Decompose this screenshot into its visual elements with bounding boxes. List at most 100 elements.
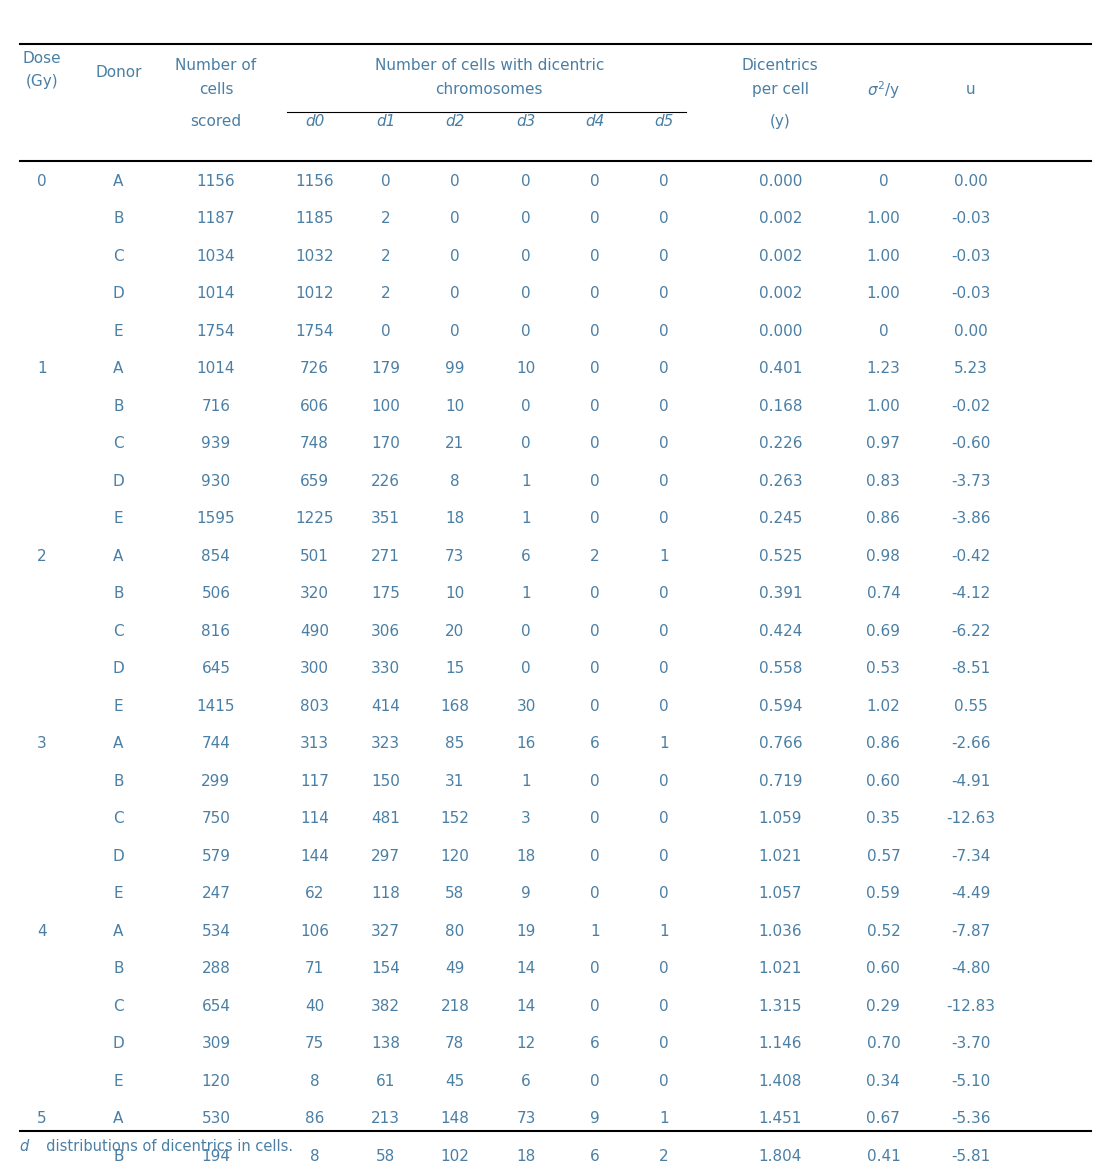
Text: 0: 0 xyxy=(591,887,600,901)
Text: 10: 10 xyxy=(445,586,465,602)
Text: 0: 0 xyxy=(591,249,600,264)
Text: 0: 0 xyxy=(591,624,600,639)
Text: 1187: 1187 xyxy=(196,211,236,227)
Text: -4.49: -4.49 xyxy=(951,887,991,901)
Text: E: E xyxy=(114,512,123,526)
Text: 0.57: 0.57 xyxy=(867,848,900,863)
Text: 0.69: 0.69 xyxy=(866,624,901,639)
Text: 1156: 1156 xyxy=(196,174,236,188)
Text: 2: 2 xyxy=(37,549,46,563)
Text: 1.408: 1.408 xyxy=(758,1073,802,1089)
Text: -7.34: -7.34 xyxy=(951,848,991,863)
Text: 0.97: 0.97 xyxy=(867,436,900,451)
Text: 61: 61 xyxy=(376,1073,396,1089)
Text: 1014: 1014 xyxy=(196,286,236,301)
Text: 138: 138 xyxy=(372,1036,400,1051)
Text: 0.002: 0.002 xyxy=(758,211,802,227)
Text: 939: 939 xyxy=(202,436,230,451)
Text: 8: 8 xyxy=(450,473,459,488)
Text: 1.057: 1.057 xyxy=(758,887,802,901)
Text: 150: 150 xyxy=(372,773,400,788)
Text: C: C xyxy=(113,249,124,264)
Text: 1032: 1032 xyxy=(295,249,334,264)
Text: 0: 0 xyxy=(660,661,669,676)
Text: 0.168: 0.168 xyxy=(758,398,802,413)
Text: 1185: 1185 xyxy=(295,211,334,227)
Text: 114: 114 xyxy=(300,811,329,826)
Text: B: B xyxy=(113,211,124,227)
Text: -7.87: -7.87 xyxy=(951,924,991,939)
Text: 0: 0 xyxy=(591,661,600,676)
Text: 3: 3 xyxy=(522,811,530,826)
Text: B: B xyxy=(113,1148,124,1163)
Text: d: d xyxy=(20,1140,28,1154)
Text: 0: 0 xyxy=(450,324,459,339)
Text: 194: 194 xyxy=(202,1148,230,1163)
Text: 0.53: 0.53 xyxy=(867,661,900,676)
Text: 297: 297 xyxy=(372,848,400,863)
Text: 30: 30 xyxy=(516,698,536,714)
Text: 0.59: 0.59 xyxy=(867,887,900,901)
Text: 0: 0 xyxy=(660,324,669,339)
Text: 18: 18 xyxy=(516,848,536,863)
Text: -3.86: -3.86 xyxy=(951,512,991,526)
Text: 19: 19 xyxy=(516,924,536,939)
Text: 0.226: 0.226 xyxy=(758,436,802,451)
Text: 31: 31 xyxy=(445,773,465,788)
Text: A: A xyxy=(113,174,124,188)
Text: 0: 0 xyxy=(522,324,530,339)
Text: 0.000: 0.000 xyxy=(758,174,802,188)
Text: E: E xyxy=(114,698,123,714)
Text: 6: 6 xyxy=(591,736,600,751)
Text: 306: 306 xyxy=(372,624,400,639)
Text: -0.02: -0.02 xyxy=(951,398,991,413)
Text: 0.594: 0.594 xyxy=(758,698,802,714)
Text: 0: 0 xyxy=(591,848,600,863)
Text: 1.00: 1.00 xyxy=(867,398,900,413)
Text: 816: 816 xyxy=(202,624,230,639)
Text: 6: 6 xyxy=(591,1036,600,1051)
Text: 0: 0 xyxy=(37,174,46,188)
Text: 803: 803 xyxy=(300,698,329,714)
Text: C: C xyxy=(113,624,124,639)
Text: d0: d0 xyxy=(305,114,324,128)
Text: 0.86: 0.86 xyxy=(867,512,900,526)
Text: 120: 120 xyxy=(441,848,469,863)
Text: 86: 86 xyxy=(305,1111,324,1126)
Text: 0: 0 xyxy=(591,436,600,451)
Text: 748: 748 xyxy=(300,436,329,451)
Text: -6.22: -6.22 xyxy=(951,624,991,639)
Text: 0.98: 0.98 xyxy=(867,549,900,563)
Text: 179: 179 xyxy=(372,361,400,376)
Text: 85: 85 xyxy=(445,736,465,751)
Text: 530: 530 xyxy=(202,1111,230,1126)
Text: 300: 300 xyxy=(300,661,329,676)
Text: 5.23: 5.23 xyxy=(955,361,987,376)
Text: E: E xyxy=(114,887,123,901)
Text: 744: 744 xyxy=(202,736,230,751)
Text: D: D xyxy=(113,848,124,863)
Text: 0: 0 xyxy=(660,398,669,413)
Text: 1.00: 1.00 xyxy=(867,286,900,301)
Text: B: B xyxy=(113,398,124,413)
Text: 501: 501 xyxy=(300,549,329,563)
Text: 1: 1 xyxy=(660,549,669,563)
Text: 0: 0 xyxy=(660,999,669,1014)
Text: 0.766: 0.766 xyxy=(758,736,802,751)
Text: 0: 0 xyxy=(522,211,530,227)
Text: 1595: 1595 xyxy=(196,512,236,526)
Text: E: E xyxy=(114,324,123,339)
Text: d5: d5 xyxy=(654,114,674,128)
Text: 71: 71 xyxy=(305,961,324,976)
Text: u: u xyxy=(967,83,975,97)
Text: 0.263: 0.263 xyxy=(758,473,802,488)
Text: B: B xyxy=(113,961,124,976)
Text: 1.804: 1.804 xyxy=(758,1148,802,1163)
Text: d3: d3 xyxy=(516,114,536,128)
Text: 1.00: 1.00 xyxy=(867,249,900,264)
Text: 1.315: 1.315 xyxy=(758,999,802,1014)
Text: C: C xyxy=(113,811,124,826)
Text: C: C xyxy=(113,436,124,451)
Text: 0.67: 0.67 xyxy=(867,1111,900,1126)
Text: 1.021: 1.021 xyxy=(758,961,802,976)
